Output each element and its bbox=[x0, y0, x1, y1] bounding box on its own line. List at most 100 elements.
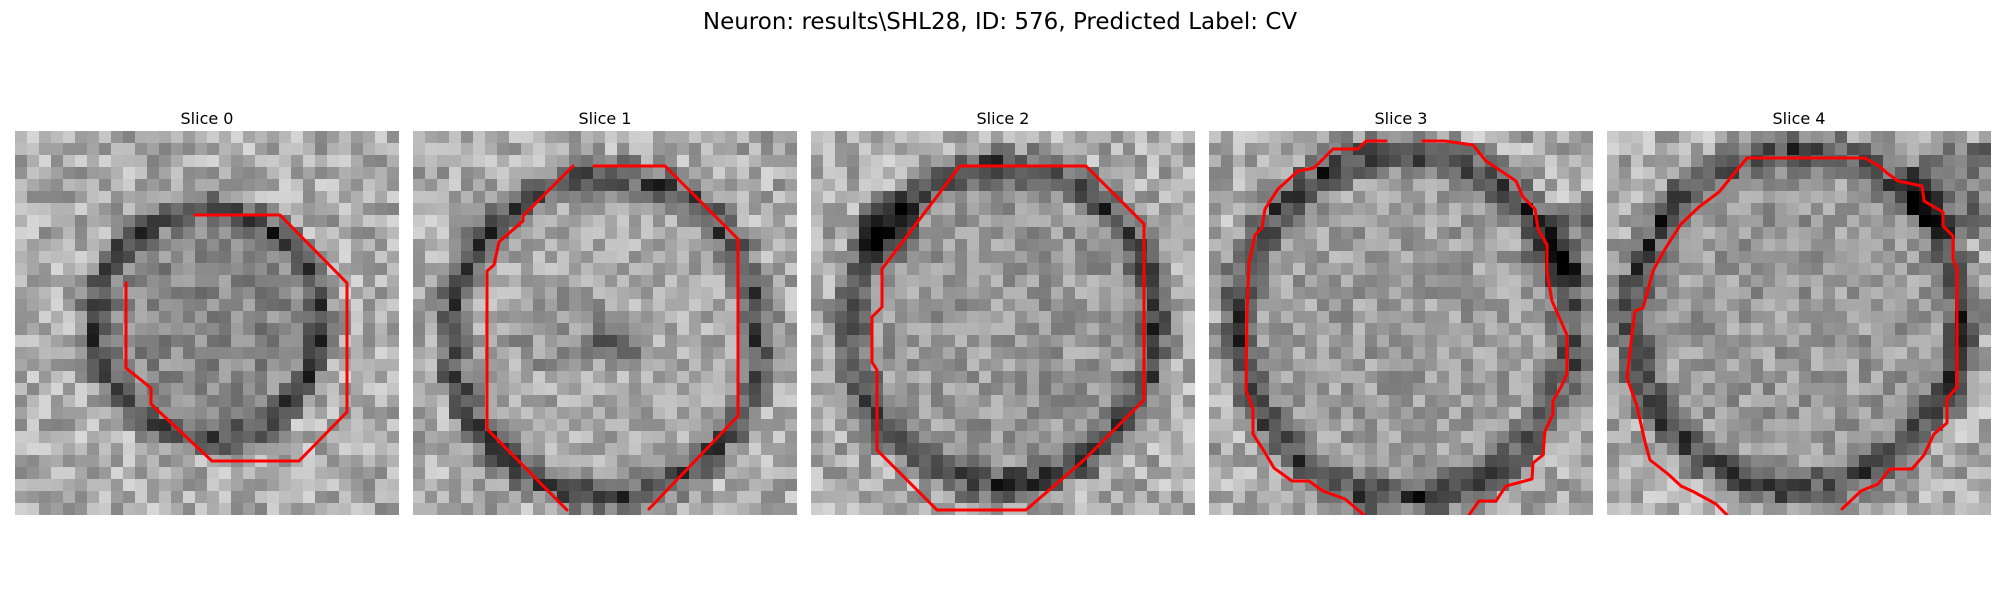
image-pixel bbox=[1221, 227, 1233, 239]
image-pixel bbox=[1485, 455, 1497, 467]
image-pixel bbox=[1449, 215, 1461, 227]
image-pixel bbox=[533, 419, 545, 431]
image-pixel bbox=[907, 155, 919, 167]
image-pixel bbox=[701, 323, 713, 335]
image-pixel bbox=[1607, 131, 1619, 143]
image-pixel bbox=[907, 359, 919, 371]
image-pixel bbox=[15, 131, 27, 143]
image-pixel bbox=[1509, 455, 1521, 467]
image-pixel bbox=[1039, 155, 1051, 167]
image-pixel bbox=[883, 383, 895, 395]
image-pixel bbox=[27, 503, 39, 515]
image-pixel bbox=[1667, 335, 1679, 347]
image-pixel bbox=[677, 395, 689, 407]
image-pixel bbox=[183, 203, 195, 215]
image-pixel bbox=[931, 287, 943, 299]
image-pixel bbox=[1353, 467, 1365, 479]
image-pixel bbox=[1569, 143, 1581, 155]
image-pixel bbox=[1015, 251, 1027, 263]
image-pixel bbox=[461, 371, 473, 383]
image-pixel bbox=[1269, 503, 1281, 515]
image-pixel bbox=[425, 287, 437, 299]
image-pixel bbox=[1751, 455, 1763, 467]
image-pixel bbox=[1099, 251, 1111, 263]
image-pixel bbox=[1317, 431, 1329, 443]
image-pixel bbox=[1111, 323, 1123, 335]
image-pixel bbox=[1619, 251, 1631, 263]
image-pixel bbox=[1039, 299, 1051, 311]
image-pixel bbox=[87, 419, 99, 431]
image-pixel bbox=[1305, 203, 1317, 215]
image-pixel bbox=[99, 239, 111, 251]
image-pixel bbox=[1341, 251, 1353, 263]
image-pixel bbox=[159, 239, 171, 251]
image-pixel bbox=[1075, 383, 1087, 395]
image-pixel bbox=[641, 143, 653, 155]
image-pixel bbox=[1245, 419, 1257, 431]
image-pixel bbox=[1751, 167, 1763, 179]
image-pixel bbox=[63, 359, 75, 371]
image-pixel bbox=[375, 251, 387, 263]
image-pixel bbox=[1545, 179, 1557, 191]
image-pixel bbox=[943, 251, 955, 263]
image-pixel bbox=[1715, 167, 1727, 179]
image-pixel bbox=[1787, 143, 1799, 155]
image-pixel bbox=[1847, 287, 1859, 299]
image-pixel bbox=[413, 467, 425, 479]
image-pixel bbox=[1015, 215, 1027, 227]
image-pixel bbox=[351, 239, 363, 251]
image-pixel bbox=[1679, 383, 1691, 395]
image-pixel bbox=[569, 419, 581, 431]
image-pixel bbox=[1377, 455, 1389, 467]
image-pixel bbox=[919, 143, 931, 155]
image-pixel bbox=[1751, 131, 1763, 143]
image-pixel bbox=[1015, 419, 1027, 431]
image-pixel bbox=[327, 359, 339, 371]
image-pixel bbox=[485, 155, 497, 167]
image-pixel bbox=[629, 215, 641, 227]
image-pixel bbox=[1245, 203, 1257, 215]
image-pixel bbox=[1257, 467, 1269, 479]
image-pixel bbox=[339, 167, 351, 179]
image-pixel bbox=[1907, 203, 1919, 215]
image-pixel bbox=[1063, 287, 1075, 299]
image-pixel bbox=[387, 395, 399, 407]
image-pixel bbox=[1449, 143, 1461, 155]
image-pixel bbox=[375, 419, 387, 431]
image-pixel bbox=[87, 239, 99, 251]
image-pixel bbox=[1015, 167, 1027, 179]
image-pixel bbox=[1051, 275, 1063, 287]
image-pixel bbox=[1003, 167, 1015, 179]
image-pixel bbox=[39, 323, 51, 335]
image-pixel bbox=[895, 179, 907, 191]
image-pixel bbox=[785, 299, 797, 311]
image-pixel bbox=[701, 155, 713, 167]
image-pixel bbox=[883, 407, 895, 419]
image-pixel bbox=[557, 491, 569, 503]
image-pixel bbox=[1353, 359, 1365, 371]
image-pixel bbox=[725, 299, 737, 311]
image-pixel bbox=[1847, 203, 1859, 215]
image-pixel bbox=[1569, 491, 1581, 503]
image-pixel bbox=[1679, 239, 1691, 251]
image-pixel bbox=[15, 215, 27, 227]
image-pixel bbox=[1667, 203, 1679, 215]
image-pixel bbox=[1051, 215, 1063, 227]
image-pixel bbox=[1305, 347, 1317, 359]
image-pixel bbox=[1305, 239, 1317, 251]
image-pixel bbox=[569, 395, 581, 407]
image-pixel bbox=[1533, 155, 1545, 167]
image-pixel bbox=[473, 167, 485, 179]
image-pixel bbox=[135, 311, 147, 323]
image-pixel bbox=[413, 203, 425, 215]
image-pixel bbox=[1329, 239, 1341, 251]
image-pixel bbox=[99, 131, 111, 143]
image-pixel bbox=[871, 131, 883, 143]
image-pixel bbox=[425, 311, 437, 323]
image-pixel bbox=[279, 263, 291, 275]
image-pixel bbox=[1823, 383, 1835, 395]
image-pixel bbox=[1233, 335, 1245, 347]
image-pixel bbox=[1763, 323, 1775, 335]
image-pixel bbox=[871, 179, 883, 191]
image-pixel bbox=[339, 503, 351, 515]
